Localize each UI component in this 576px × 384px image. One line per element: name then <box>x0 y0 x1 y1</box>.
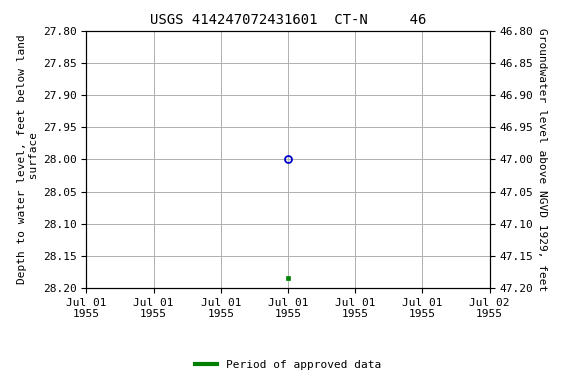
Y-axis label: Depth to water level, feet below land
 surface: Depth to water level, feet below land su… <box>17 35 39 284</box>
Y-axis label: Groundwater level above NGVD 1929, feet: Groundwater level above NGVD 1929, feet <box>537 28 547 291</box>
Title: USGS 414247072431601  CT-N     46: USGS 414247072431601 CT-N 46 <box>150 13 426 27</box>
Legend: Period of approved data: Period of approved data <box>191 356 385 375</box>
